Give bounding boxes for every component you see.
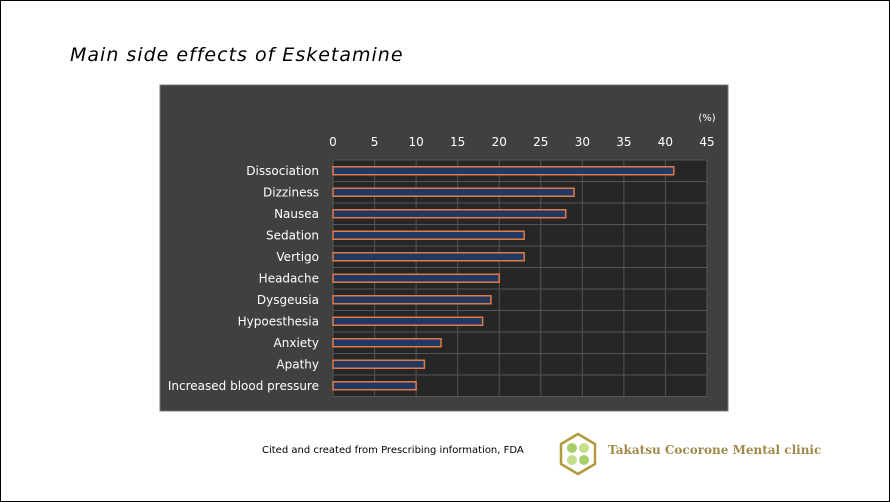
category-label: Increased blood pressure (168, 379, 319, 393)
x-tick-label: 15 (450, 135, 465, 149)
category-label: Sedation (266, 228, 319, 242)
x-tick-label: 45 (699, 135, 714, 149)
x-tick-label: 30 (575, 135, 590, 149)
bar (332, 359, 426, 369)
unit-label: (%) (698, 113, 715, 124)
x-tick-label: 0 (329, 135, 337, 149)
bar (332, 209, 567, 219)
bar (332, 166, 675, 176)
clinic-logo-icon (559, 432, 597, 476)
category-label: Dysgeusia (257, 293, 319, 307)
category-label: Dissociation (246, 164, 319, 178)
citation: Cited and created from Prescribing infor… (262, 445, 524, 456)
bar (332, 252, 525, 262)
bar (332, 295, 492, 305)
bar (332, 381, 417, 391)
x-tick-label: 10 (408, 135, 423, 149)
category-label: Nausea (274, 207, 319, 221)
category-label: Apathy (276, 357, 319, 371)
bar (332, 273, 500, 283)
category-label: Hypoesthesia (238, 314, 319, 328)
x-tick-label: 20 (492, 135, 507, 149)
clinic-name: Takatsu Cocorone Mental clinic (608, 443, 822, 457)
x-tick-label: 5 (371, 135, 379, 149)
x-tick-label: 35 (616, 135, 631, 149)
category-label: Vertigo (276, 250, 319, 264)
x-tick-label: 40 (658, 135, 673, 149)
category-label: Dizziness (263, 185, 319, 199)
bar (332, 187, 575, 197)
category-label: Headache (259, 271, 319, 285)
bar (332, 230, 525, 240)
slide-title: Main side effects of Esketamine (70, 44, 404, 66)
bar (332, 338, 442, 348)
bar (332, 316, 484, 326)
category-label: Anxiety (274, 336, 319, 350)
x-tick-label: 25 (533, 135, 548, 149)
